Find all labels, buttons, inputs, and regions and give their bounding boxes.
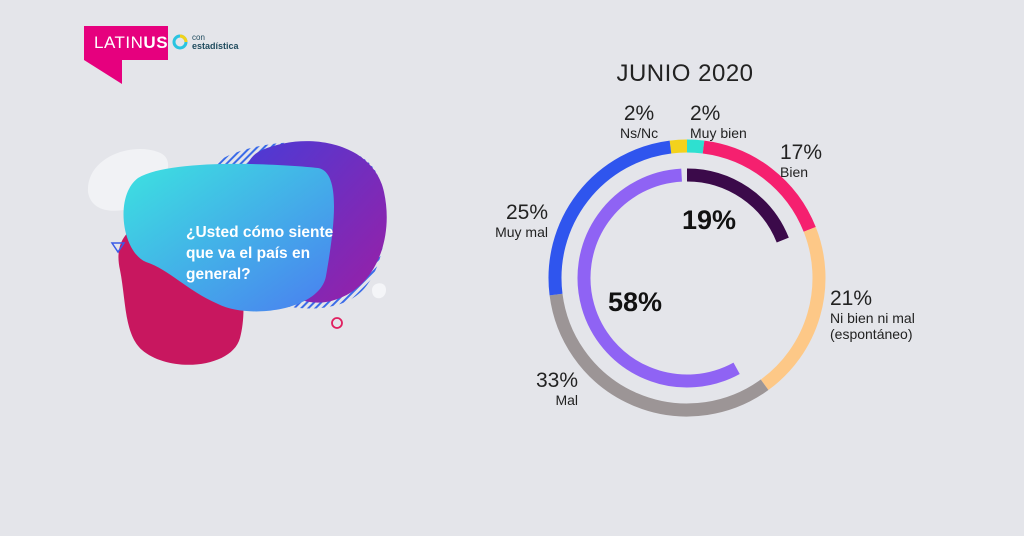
outer-slice-4 xyxy=(549,293,769,417)
label-bien-value: 17% xyxy=(780,141,823,164)
label-mal-value: 33% xyxy=(535,369,578,392)
label-ni-bien-ni-mal-value: 21% xyxy=(830,287,873,310)
outer-slice-5 xyxy=(548,140,672,296)
chart-title: JUNIO 2020 xyxy=(616,60,754,87)
label-muy-bien: 2% Muy bien xyxy=(690,102,747,142)
label-mal-name: Mal xyxy=(555,392,578,408)
label-ns-nc-name: Ns/Nc xyxy=(620,125,659,141)
inner-slice-bad xyxy=(577,168,740,388)
partner-mark-icon xyxy=(172,34,188,50)
logo-text-light: LATIN xyxy=(94,33,144,52)
partner-logo: con estadística xyxy=(172,30,239,54)
label-muy-bien-value: 2% xyxy=(690,102,721,125)
label-muy-bien-name: Muy bien xyxy=(690,125,747,141)
label-bien-name: Bien xyxy=(780,164,809,180)
question-text: ¿Usted cómo siente que va el país en gen… xyxy=(186,224,334,283)
label-ns-nc-value: 2% xyxy=(623,102,655,125)
outer-slice-0 xyxy=(669,139,688,154)
inner-label-good: 19% xyxy=(682,205,737,235)
donut-chart xyxy=(548,139,826,417)
label-bien: 17% Bien xyxy=(780,141,823,181)
logo-text-bold: US xyxy=(143,33,169,52)
partner-text-bottom: estadística xyxy=(192,41,239,51)
label-muy-mal: 25% Muy mal xyxy=(486,201,548,241)
label-ns-nc: 2% Ns/Nc xyxy=(620,102,659,142)
logo-flag-shape xyxy=(84,60,122,84)
outer-slice-2 xyxy=(702,140,816,232)
label-muy-mal-name: Muy mal xyxy=(495,224,548,240)
label-mal: 33% Mal xyxy=(524,369,578,409)
partner-text-top: con xyxy=(192,33,205,42)
label-ni-bien-ni-mal-name: Ni bien ni mal (espontáneo) xyxy=(830,310,915,342)
question-blob-artwork xyxy=(87,141,387,365)
inner-label-bad: 58% xyxy=(608,287,663,317)
label-ni-bien-ni-mal: 21% Ni bien ni mal (espontáneo) xyxy=(830,287,915,343)
inner-slice-good xyxy=(686,168,789,243)
latinus-logo: LATINUS xyxy=(84,26,168,60)
label-muy-mal-value: 25% xyxy=(505,201,548,224)
outer-slice-3 xyxy=(760,227,826,391)
outer-slice-1 xyxy=(686,139,705,154)
